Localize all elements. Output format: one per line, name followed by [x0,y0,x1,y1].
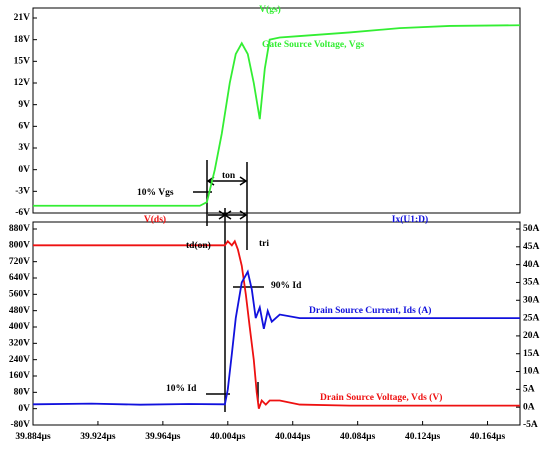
series-name: V(ds) [144,214,166,225]
y-tick-label: 0V [18,404,30,414]
y-tick-label: 12V [14,78,31,88]
y-tick-label: 240V [9,355,30,365]
x-tick-label: 39.924µs [80,432,116,442]
y-tick-label: 18V [14,35,31,45]
y-tick-label: 6V [18,122,30,132]
y2-tick-label: 25A [523,313,540,323]
annotation: Drain Source Current, Ids (A) [309,305,431,316]
y-tick-label: 320V [9,339,30,349]
y2-tick-label: 20A [523,331,540,341]
y2-tick-label: 50A [523,224,540,234]
annotation: tri [259,239,269,249]
y-tick-label: 21V [14,13,31,23]
x-tick-label: 40.084µs [340,432,376,442]
y2-tick-label: 45A [523,242,540,252]
y-tick-label: 160V [9,371,30,381]
arrow-head [223,210,232,220]
annotation: Drain Source Voltage, Vds (V) [320,392,442,403]
y2-tick-label: -5A [523,420,538,430]
y-tick-label: 480V [9,306,30,316]
series-name: V(gs) [259,4,281,15]
annotation: 10% Vgs [137,188,174,198]
y2-tick-label: 35A [523,278,540,288]
y2-tick-label: 30A [523,295,540,305]
y-tick-label: 80V [14,388,31,398]
y2-tick-label: 10A [523,367,540,377]
y-tick-label: -3V [15,187,30,197]
x-tick-label: 39.884µs [15,432,51,442]
annotation: 90% Id [271,281,302,291]
y-tick-label: 720V [9,257,30,267]
series-line [33,239,520,409]
arrow-head [239,210,248,220]
annotation-lines [193,160,264,412]
top-frame [32,7,521,214]
y-tick-label: 0V [18,165,30,175]
y-tick-label: 3V [18,143,30,153]
x-tick-label: 40.164µs [470,432,506,442]
y2-tick-label: 0A [523,402,535,412]
y-tick-label: 880V [9,224,30,234]
bottom-frame [32,221,521,426]
annotation: 10% Id [166,384,197,394]
arrow-head [239,176,248,186]
x-tick-label: 40.124µs [405,432,441,442]
series-line [33,24,521,207]
x-tick-label: 40.044µs [275,432,311,442]
y2-tick-label: 15A [523,349,540,359]
y-tick-label: 15V [14,57,31,67]
y-tick-label: -80V [10,420,30,430]
annotation: ton [222,171,236,181]
y-tick-label: 560V [9,290,30,300]
series-line [32,269,520,406]
series-name: Ix(U1:D) [392,214,428,225]
y-tick-label: 9V [18,100,30,110]
x-tick-label: 40.004µs [210,432,246,442]
annotation: td(on) [186,240,211,251]
annotation: Gate Source Voltage, Vgs [262,40,364,50]
y-tick-label: 800V [9,241,30,251]
y-tick-label: 640V [9,273,30,283]
x-tick-label: 39.964µs [145,432,181,442]
y-tick-label: 400V [9,322,30,332]
y-tick-label: -6V [15,208,30,218]
y2-tick-label: 5A [523,385,535,395]
y2-tick-label: 40A [523,260,540,270]
